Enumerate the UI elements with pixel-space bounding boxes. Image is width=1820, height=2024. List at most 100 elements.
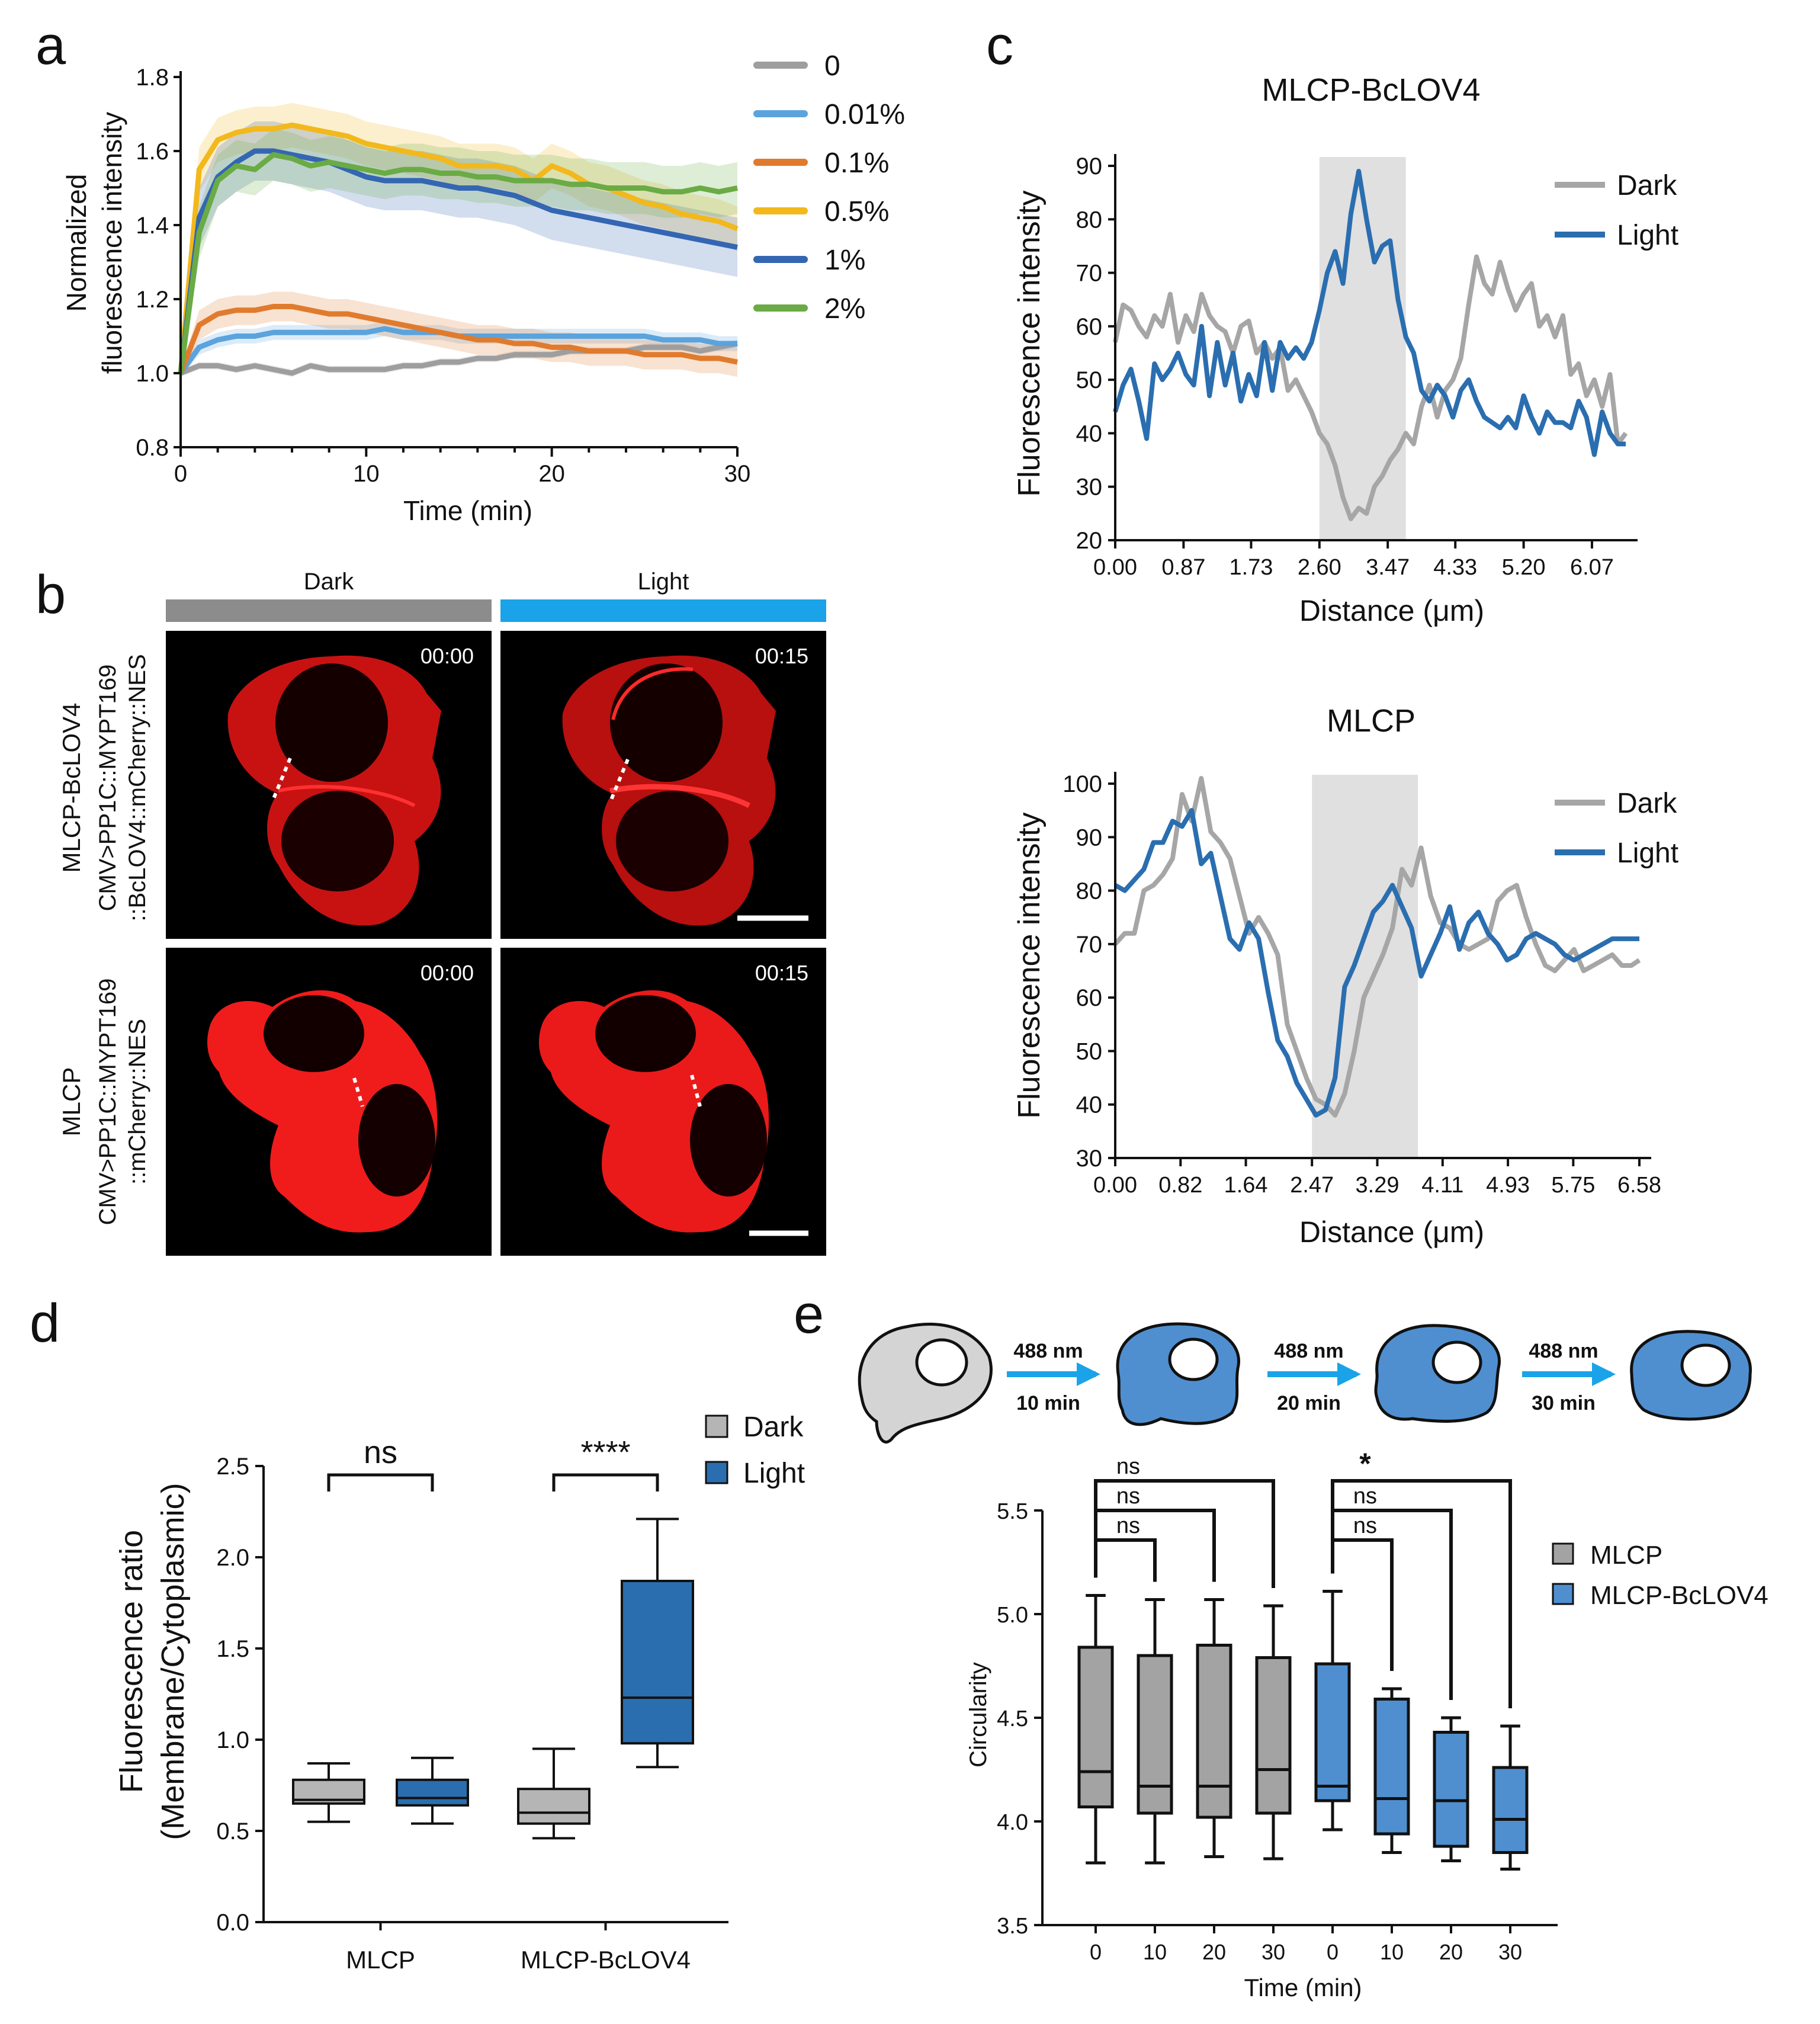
c2-title: MLCP	[1327, 703, 1415, 739]
col-label-light: Light	[638, 569, 689, 595]
cell-dark-shape	[858, 1323, 993, 1444]
c2-x-tick-label: 2.47	[1290, 1173, 1334, 1198]
a-line-3	[178, 122, 739, 374]
micrograph-bclov4-light: 00:15	[500, 631, 826, 939]
d-y-tick-label: 1.0	[216, 1727, 249, 1753]
e-box-1-0-box	[1314, 1662, 1351, 1802]
a-y-tick-label: 1.4	[136, 213, 169, 239]
chart-a-time-course: 0.8 1.0 1.2 1.4 1.6 1.8 0 10 20 30 Time (min) Nor…	[61, 50, 905, 526]
row2-label-3: ::mCherry::NES	[124, 1019, 150, 1185]
a-y-tick-label: 1.6	[136, 139, 169, 165]
arrow-step-2: 488 nm 20 min	[1267, 1340, 1361, 1414]
d-y-axis-label-2: (Membrane/Cytoplasmic)	[155, 1483, 191, 1840]
cell-light-shape-20	[1374, 1324, 1501, 1423]
arrow-1-wavelength: 488 nm	[1013, 1340, 1083, 1362]
c1-y-tick-label: 60	[1076, 314, 1103, 340]
c2-y-tick-label: 40	[1076, 1092, 1103, 1118]
c1-x-tick-label: 3.47	[1366, 555, 1410, 580]
e-box-0-3-box	[1255, 1656, 1292, 1815]
d-category-label-1: MLCP-BcLOV4	[521, 1946, 691, 1974]
row1-label-1: MLCP-BcLOV4	[57, 703, 85, 873]
d-legend: Dark Light	[705, 1412, 805, 1489]
a-series-lines	[178, 122, 739, 376]
d-significance-bracket-1	[552, 1473, 659, 1491]
a-x-tick-label: 20	[538, 461, 565, 487]
row1-label-3: ::BcLOV4::mCherry::NES	[124, 654, 150, 921]
a-band-5	[181, 129, 737, 377]
c1-legend-label-1: Light	[1617, 220, 1678, 251]
c1-highlight-band	[1319, 157, 1406, 540]
c2-y-tick-label: 50	[1076, 1038, 1103, 1064]
c2-line-light	[1114, 808, 1639, 1118]
d-legend-label-1: Light	[743, 1458, 805, 1489]
d-legend-label-0: Dark	[743, 1412, 804, 1443]
a-legend-label-3: 0.5%	[824, 196, 889, 227]
micrograph-mlcp-dark: 00:00	[166, 948, 492, 1256]
row2-label-1: MLCP	[57, 1067, 85, 1137]
c1-line-dark	[1113, 254, 1628, 521]
chart-c-mlcp-bclov4: MLCP-BcLOV4 20 30 40 50 60 70 80 90 0.00 0.87 1.73…	[1012, 72, 1678, 627]
a-axes: 0.8 1.0 1.2 1.4 1.6 1.8 0 10 20 30	[136, 65, 750, 487]
e-box-1-2-box	[1433, 1731, 1469, 1848]
c2-y-tick-label: 30	[1076, 1146, 1103, 1172]
panel-label-e: e	[794, 1284, 824, 1345]
d-category-label-0: MLCP	[346, 1946, 415, 1974]
e-x-tick-label-6: 20	[1439, 1940, 1463, 1964]
d-box-1-0-box	[517, 1788, 590, 1825]
a-line-0	[179, 341, 738, 376]
c2-y-tick-label: 90	[1076, 825, 1103, 851]
a-legend-label-5: 2%	[824, 293, 865, 325]
c1-y-axis-label: Fluorescence intensity	[1012, 190, 1047, 496]
d-y-tick-label: 1.5	[216, 1636, 249, 1662]
c1-title: MLCP-BcLOV4	[1262, 72, 1480, 108]
micrograph-bclov4-dark: 00:00	[166, 631, 492, 939]
e-significance-label-0-1: ns	[1116, 1484, 1140, 1509]
e-y-tick-label: 5.5	[997, 1499, 1028, 1524]
c2-x-tick-label: 0.00	[1093, 1173, 1137, 1198]
c1-y-tick-label: 70	[1076, 261, 1103, 287]
a-x-axis-label: Time (min)	[403, 495, 532, 526]
arrow-3-duration: 30 min	[1532, 1392, 1596, 1414]
e-box-0-2-box	[1196, 1644, 1232, 1819]
a-legend-label-4: 1%	[824, 245, 865, 276]
a-y-tick-label: 0.8	[136, 435, 169, 461]
d-box-1-1-box	[621, 1580, 694, 1745]
a-y-axis-label-1: Normalized	[61, 174, 92, 312]
panel-label-d: d	[30, 1293, 60, 1353]
e-y-tick-label: 4.5	[997, 1707, 1028, 1731]
a-line-4	[178, 148, 738, 374]
a-x-tick-label: 30	[724, 461, 751, 487]
row2-label-2: CMV>PP1C::MYPT169	[95, 979, 121, 1226]
c1-x-tick-label: 0.87	[1161, 555, 1205, 580]
a-y-tick-label: 1.8	[136, 65, 169, 91]
c1-y-tick-label: 50	[1076, 367, 1103, 393]
c1-x-tick-label: 5.20	[1502, 555, 1546, 580]
e-legend-swatch-1	[1552, 1583, 1574, 1605]
arrow-3-wavelength: 488 nm	[1529, 1340, 1598, 1362]
timestamp-dark-1: 00:00	[421, 644, 474, 668]
timestamp-light-1: 00:15	[755, 644, 808, 668]
c2-x-tick-label: 5.75	[1551, 1173, 1595, 1198]
c1-x-tick-label: 2.60	[1298, 555, 1341, 580]
arrow-2-duration: 20 min	[1277, 1392, 1341, 1414]
light-condition-bar	[500, 599, 826, 622]
d-significance-bracket-0	[327, 1473, 434, 1491]
chart-e-circularity: 3.5 4.0 4.5 5.0 5.5 0 10 20 30 0 10 20 30 ns ns ns ns ns *…	[965, 1447, 1768, 2001]
c2-y-axis-label: Fluorescence intensity	[1012, 812, 1047, 1118]
chart-c-mlcp: MLCP 30 40 50 60 70 80 90 100 0.00 0.82 1.64 2.47 3.…	[1012, 703, 1678, 1249]
d-y-axis-label-1: Fluorescence ratio	[114, 1530, 149, 1793]
row1-label-2: CMV>PP1C::MYPT169	[95, 665, 121, 912]
c1-y-tick-label: 90	[1076, 153, 1103, 179]
panel-label-c: c	[986, 15, 1013, 76]
d-significance-label-0: ns	[364, 1435, 397, 1470]
e-x-tick-label-4: 0	[1327, 1940, 1338, 1964]
cell-light-shape-30	[1630, 1330, 1752, 1421]
e-legend-label-1: MLCP-BcLOV4	[1590, 1581, 1768, 1610]
a-y-tick-label: 1.0	[136, 361, 169, 387]
c1-x-axis-label: Distance (μm)	[1299, 594, 1484, 627]
c2-x-tick-label: 4.93	[1486, 1173, 1530, 1198]
a-legend-label-2: 0.1%	[824, 147, 889, 179]
e-y-axis-label: Circularity	[965, 1662, 991, 1768]
c1-y-tick-label: 30	[1076, 474, 1103, 501]
